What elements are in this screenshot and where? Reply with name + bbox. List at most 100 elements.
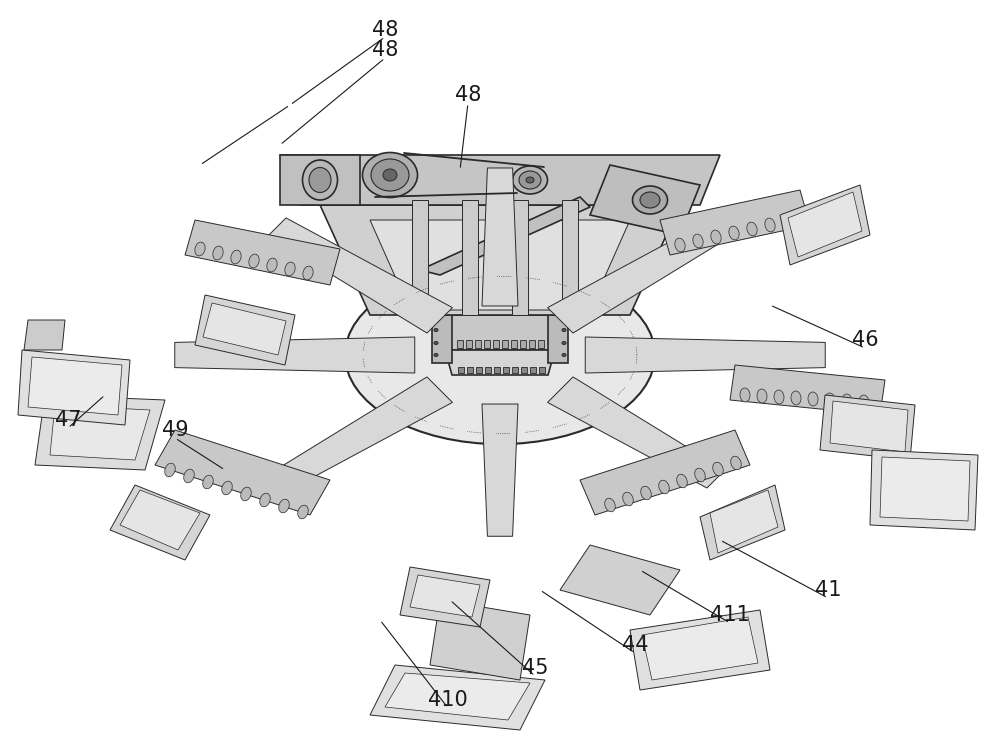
Polygon shape — [120, 490, 200, 550]
Polygon shape — [585, 337, 825, 373]
Polygon shape — [24, 320, 65, 350]
Ellipse shape — [222, 481, 232, 495]
Ellipse shape — [562, 353, 566, 357]
Ellipse shape — [195, 242, 205, 256]
Ellipse shape — [241, 487, 251, 501]
Ellipse shape — [825, 393, 835, 407]
Bar — [511, 340, 517, 348]
Ellipse shape — [434, 329, 438, 332]
Polygon shape — [370, 220, 630, 310]
Ellipse shape — [713, 462, 723, 476]
Text: 49: 49 — [162, 420, 188, 440]
Bar — [476, 367, 482, 373]
Polygon shape — [700, 485, 785, 560]
Polygon shape — [35, 395, 165, 470]
Bar — [512, 367, 518, 373]
Ellipse shape — [303, 160, 338, 200]
Bar — [521, 367, 527, 373]
Polygon shape — [185, 220, 340, 285]
Polygon shape — [710, 490, 778, 553]
Bar — [539, 367, 545, 373]
Ellipse shape — [677, 475, 687, 488]
Ellipse shape — [165, 463, 175, 477]
Bar — [475, 340, 481, 348]
Ellipse shape — [791, 391, 801, 405]
Ellipse shape — [434, 353, 438, 357]
Ellipse shape — [303, 266, 313, 280]
Polygon shape — [870, 450, 978, 530]
Ellipse shape — [562, 320, 566, 323]
Polygon shape — [630, 610, 770, 690]
Polygon shape — [280, 155, 720, 205]
Ellipse shape — [203, 475, 213, 489]
Ellipse shape — [640, 192, 660, 208]
Polygon shape — [482, 404, 518, 536]
Polygon shape — [445, 350, 555, 375]
Polygon shape — [410, 575, 480, 617]
Polygon shape — [430, 600, 530, 680]
Polygon shape — [18, 350, 130, 425]
Ellipse shape — [729, 226, 739, 240]
Ellipse shape — [605, 498, 615, 512]
Polygon shape — [110, 485, 210, 560]
Polygon shape — [420, 197, 590, 275]
Ellipse shape — [267, 258, 277, 272]
Ellipse shape — [260, 493, 270, 507]
Polygon shape — [482, 168, 518, 306]
Text: 48: 48 — [455, 85, 481, 105]
Text: 410: 410 — [428, 690, 468, 710]
Ellipse shape — [740, 388, 750, 402]
Bar — [530, 367, 536, 373]
Polygon shape — [432, 315, 452, 363]
Bar — [485, 367, 491, 373]
Ellipse shape — [765, 218, 775, 232]
Ellipse shape — [757, 389, 767, 403]
Bar — [538, 340, 544, 348]
Polygon shape — [560, 545, 680, 615]
Ellipse shape — [711, 230, 721, 244]
Ellipse shape — [641, 486, 651, 500]
Ellipse shape — [184, 469, 194, 483]
Ellipse shape — [842, 394, 852, 408]
Ellipse shape — [371, 159, 409, 191]
Text: 411: 411 — [710, 605, 750, 625]
Polygon shape — [730, 365, 885, 415]
Polygon shape — [155, 430, 330, 515]
Text: 46: 46 — [852, 330, 878, 350]
Ellipse shape — [783, 214, 793, 228]
Polygon shape — [370, 665, 545, 730]
Ellipse shape — [285, 262, 295, 276]
Polygon shape — [412, 200, 428, 315]
Polygon shape — [830, 401, 908, 452]
Polygon shape — [203, 303, 286, 355]
Ellipse shape — [512, 166, 548, 194]
Polygon shape — [548, 315, 568, 363]
Ellipse shape — [859, 395, 869, 409]
Ellipse shape — [434, 320, 438, 323]
Polygon shape — [195, 295, 295, 365]
Ellipse shape — [562, 341, 566, 344]
Text: 41: 41 — [815, 580, 841, 600]
Ellipse shape — [808, 392, 818, 406]
Ellipse shape — [659, 481, 669, 494]
Bar — [493, 340, 499, 348]
Polygon shape — [780, 185, 870, 265]
Polygon shape — [642, 617, 758, 680]
Ellipse shape — [774, 390, 784, 404]
Ellipse shape — [693, 234, 703, 248]
Polygon shape — [280, 155, 360, 205]
Ellipse shape — [526, 177, 534, 183]
Polygon shape — [28, 357, 122, 415]
Ellipse shape — [695, 468, 705, 482]
Bar — [467, 367, 473, 373]
Ellipse shape — [298, 505, 308, 519]
Ellipse shape — [345, 266, 655, 444]
Bar — [484, 340, 490, 348]
Polygon shape — [548, 218, 732, 333]
Polygon shape — [400, 567, 490, 627]
Polygon shape — [385, 673, 530, 720]
Ellipse shape — [747, 222, 757, 236]
Bar — [502, 340, 508, 348]
Ellipse shape — [623, 492, 633, 506]
Ellipse shape — [562, 329, 566, 332]
